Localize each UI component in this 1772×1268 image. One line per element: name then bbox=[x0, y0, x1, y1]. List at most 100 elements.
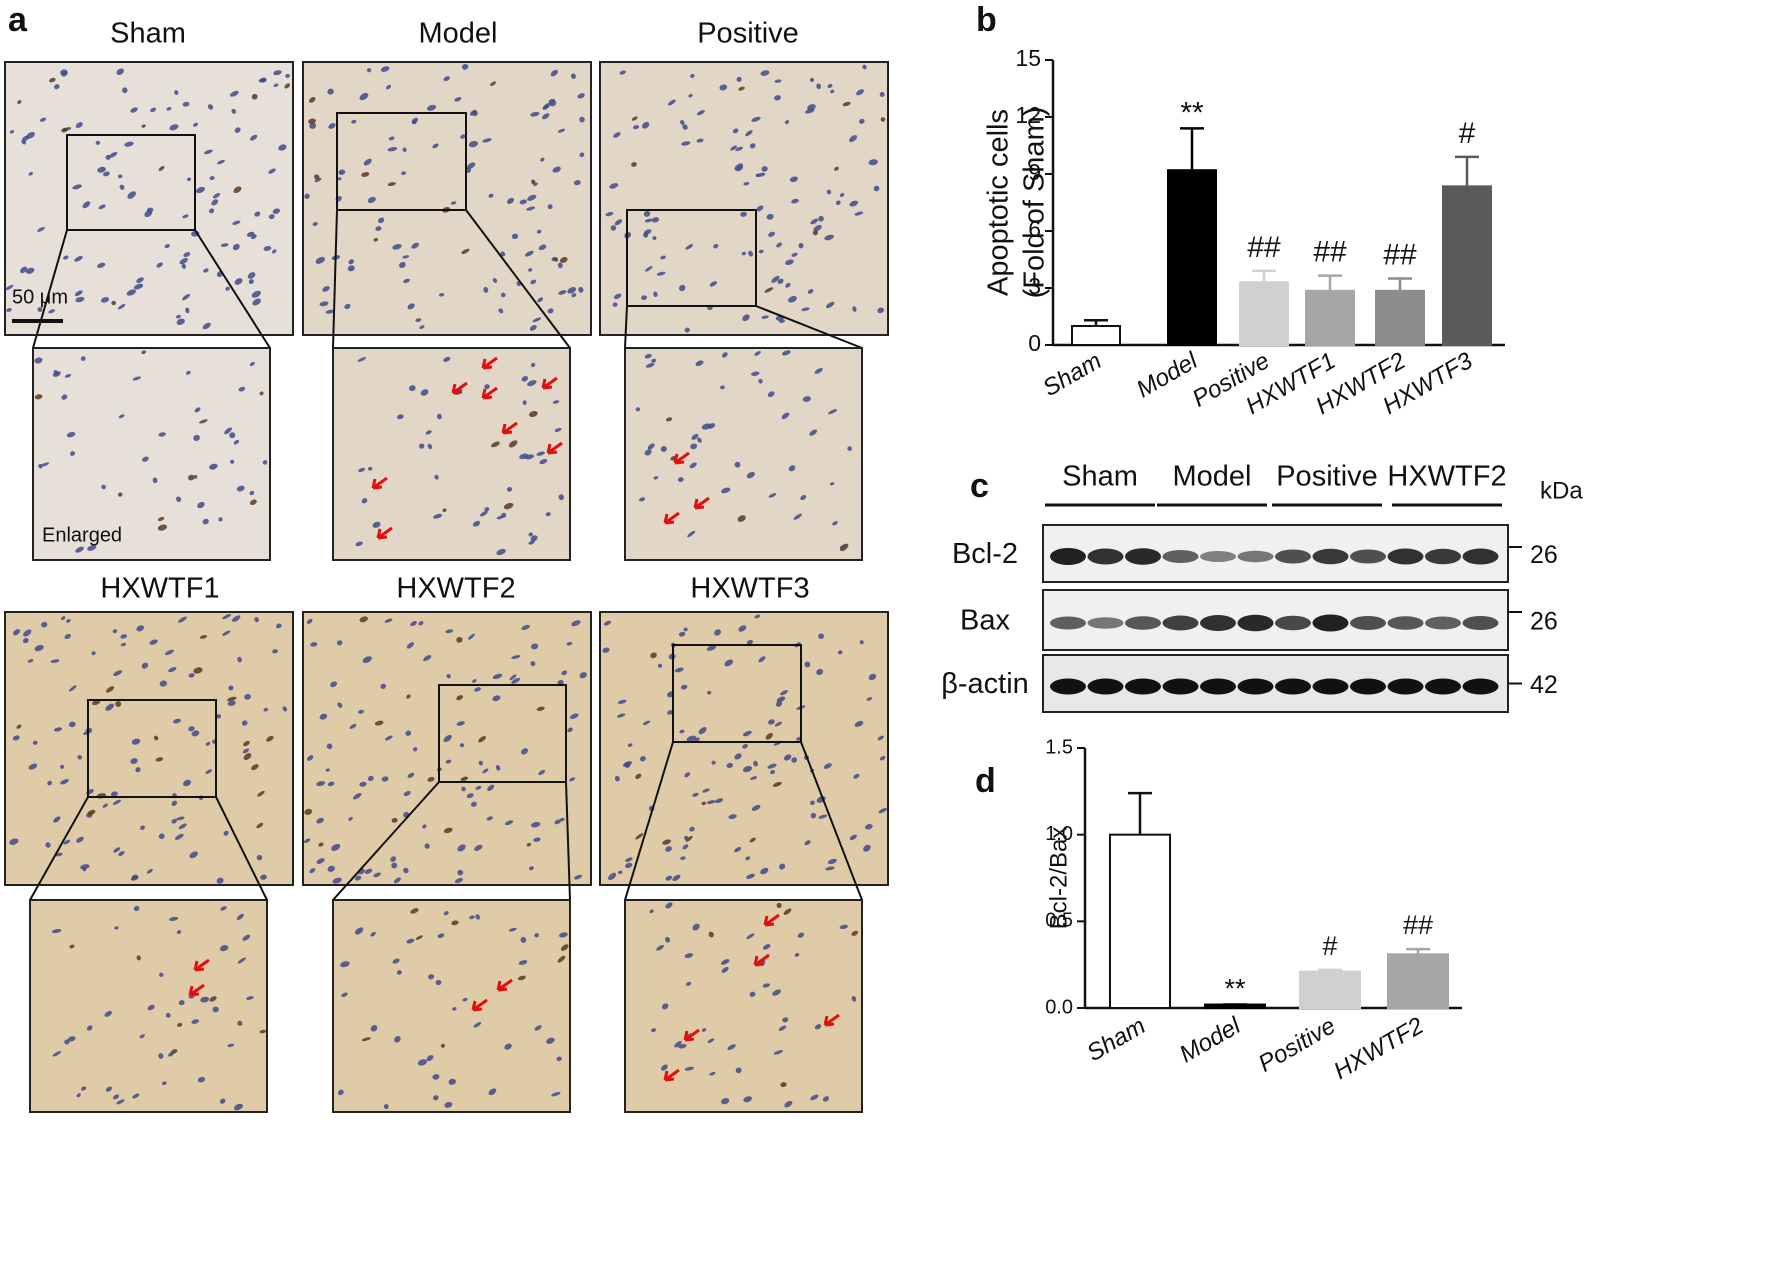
nucleus bbox=[66, 619, 71, 623]
nucleus bbox=[732, 128, 739, 134]
nucleus bbox=[209, 463, 218, 470]
blot-band bbox=[1387, 678, 1424, 695]
inset-label: Enlarged bbox=[42, 524, 122, 546]
nucleus bbox=[701, 1028, 707, 1032]
nucleus bbox=[760, 70, 770, 76]
nucleus bbox=[736, 165, 744, 172]
nucleus bbox=[118, 851, 125, 856]
nucleus bbox=[686, 981, 692, 986]
nucleus bbox=[142, 456, 149, 462]
nucleus bbox=[772, 989, 781, 996]
nucleus bbox=[649, 909, 654, 914]
nucleus bbox=[219, 945, 229, 952]
nucleus bbox=[41, 621, 48, 628]
blot-band bbox=[1237, 614, 1274, 632]
nucleus bbox=[782, 1017, 789, 1023]
nucleus bbox=[303, 838, 311, 843]
nucleus bbox=[682, 124, 688, 130]
nucleus bbox=[754, 614, 761, 619]
nucleus bbox=[256, 854, 263, 861]
panel-letter: b bbox=[976, 1, 997, 39]
nucleus bbox=[511, 677, 521, 684]
nucleus bbox=[653, 476, 659, 480]
nucleus bbox=[60, 69, 68, 75]
nucleus bbox=[433, 513, 443, 519]
nucleus bbox=[724, 659, 734, 667]
nucleus bbox=[64, 634, 71, 640]
nucleus bbox=[691, 433, 699, 440]
nucleus bbox=[415, 935, 423, 940]
nucleus bbox=[571, 293, 577, 298]
nucleus bbox=[810, 1094, 819, 1101]
blot-band bbox=[1125, 548, 1161, 565]
nucleus bbox=[536, 451, 545, 456]
nucleus bbox=[193, 122, 199, 127]
row-label: Bax bbox=[960, 605, 1010, 637]
nucleus bbox=[665, 875, 673, 881]
nucleus bbox=[220, 243, 229, 247]
nucleus bbox=[816, 668, 824, 675]
nucleus bbox=[344, 303, 351, 309]
nucleus bbox=[75, 122, 83, 129]
nucleus bbox=[559, 257, 568, 263]
nucleus bbox=[231, 615, 241, 622]
micrograph bbox=[4, 61, 294, 336]
nucleus bbox=[482, 768, 489, 774]
micrograph bbox=[302, 61, 592, 336]
nucleus bbox=[687, 530, 696, 538]
group-label: Positive bbox=[697, 18, 799, 50]
nucleus bbox=[176, 816, 185, 821]
nucleus bbox=[467, 633, 475, 640]
nucleus bbox=[765, 732, 773, 740]
nucleus bbox=[403, 790, 411, 797]
nucleus bbox=[783, 908, 792, 915]
nucleus bbox=[165, 1012, 171, 1018]
nucleus bbox=[97, 166, 106, 173]
arrow bbox=[693, 496, 710, 510]
nucleus bbox=[422, 824, 427, 829]
nucleus bbox=[689, 462, 697, 469]
nucleus bbox=[199, 419, 208, 424]
nucleus bbox=[9, 838, 19, 845]
nucleus bbox=[164, 244, 170, 249]
nucleus bbox=[45, 842, 51, 848]
nucleus bbox=[122, 87, 128, 94]
nucleus bbox=[491, 441, 500, 448]
blot-group: HXWTF2 bbox=[1387, 461, 1506, 493]
nucleus bbox=[557, 955, 566, 963]
nucleus bbox=[388, 136, 395, 141]
group-label: HXWTF1 bbox=[100, 573, 219, 605]
nucleus bbox=[639, 756, 646, 762]
nucleus bbox=[781, 412, 790, 420]
nucleus bbox=[111, 300, 117, 306]
nucleus bbox=[337, 177, 342, 181]
nucleus bbox=[645, 265, 653, 272]
nucleus bbox=[511, 655, 521, 659]
nucleus bbox=[674, 667, 684, 673]
nucleus bbox=[147, 1004, 155, 1011]
nucleus bbox=[521, 748, 529, 755]
nucleus bbox=[12, 735, 20, 741]
nucleus bbox=[330, 681, 338, 688]
nucleus bbox=[116, 68, 124, 75]
nucleus bbox=[665, 846, 672, 852]
nucleus bbox=[117, 492, 123, 497]
nucleus bbox=[358, 709, 364, 714]
nucleus bbox=[308, 118, 316, 125]
arrow bbox=[546, 441, 563, 455]
nucleus bbox=[678, 631, 686, 637]
nucleus bbox=[242, 748, 250, 754]
nucleus bbox=[202, 322, 211, 330]
nucleus bbox=[21, 139, 27, 145]
nucleus bbox=[139, 1034, 145, 1039]
nucleus bbox=[814, 368, 823, 374]
nucleus bbox=[351, 119, 357, 124]
nucleus bbox=[231, 108, 237, 114]
nucleus bbox=[176, 318, 185, 325]
blot-band bbox=[1200, 678, 1236, 695]
bar bbox=[1109, 833, 1171, 1010]
nucleus bbox=[608, 872, 617, 881]
blot-band bbox=[1387, 616, 1424, 630]
nucleus bbox=[241, 720, 248, 726]
nucleus bbox=[158, 833, 165, 840]
